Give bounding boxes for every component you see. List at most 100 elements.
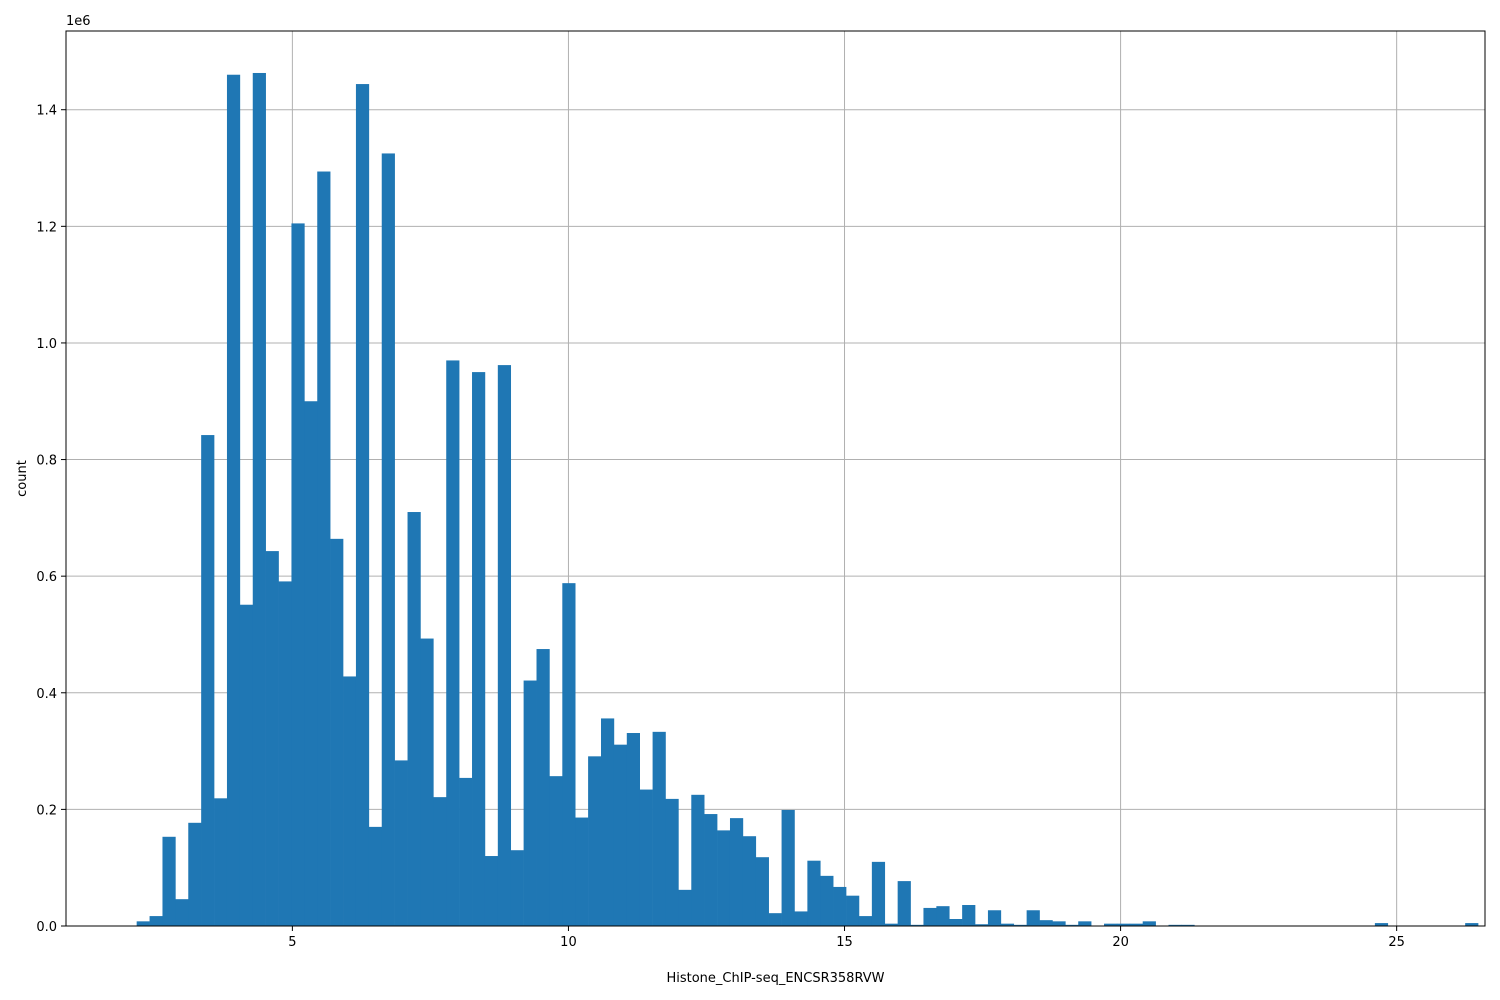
- y-tick-label: 0.2: [36, 803, 57, 818]
- histogram-bar: [484, 856, 499, 926]
- histogram-bar: [1052, 921, 1066, 926]
- histogram-bar: [381, 153, 395, 926]
- x-tick-label: 20: [1112, 935, 1129, 950]
- histogram-bar: [407, 512, 421, 926]
- histogram-bar: [149, 916, 163, 926]
- histogram-bar: [601, 718, 615, 926]
- histogram-bar: [1142, 921, 1156, 926]
- x-tick-label: 10: [560, 935, 577, 950]
- histogram-bar: [820, 875, 834, 926]
- histogram-bar: [626, 733, 640, 926]
- histogram-bar: [510, 850, 524, 926]
- histogram-bar: [162, 836, 176, 926]
- histogram-bar: [949, 919, 963, 926]
- histogram-bar: [871, 861, 886, 926]
- histogram-bar: [884, 923, 898, 926]
- histogram-bar: [781, 809, 795, 926]
- y-tick-label: 0.0: [36, 920, 57, 935]
- histogram-bar: [729, 818, 744, 926]
- x-axis-label: Histone_ChIP-seq_ENCSR358RVW: [666, 971, 884, 986]
- histogram-bar: [987, 910, 1002, 926]
- histogram-bar: [188, 822, 202, 926]
- histogram-bar: [562, 583, 576, 926]
- histogram-bar: [1026, 910, 1040, 926]
- x-tick-label: 25: [1388, 935, 1405, 950]
- histogram-bar: [252, 72, 266, 926]
- histogram-bar: [433, 797, 447, 926]
- histogram-bar: [446, 360, 460, 927]
- histogram-bar: [394, 760, 408, 926]
- y-tick-label: 1.0: [36, 337, 57, 352]
- histogram-bar: [1129, 923, 1144, 926]
- histogram-bar: [910, 924, 924, 926]
- histogram-bar: [897, 881, 911, 926]
- histogram-bar: [343, 676, 357, 926]
- y-tick-label: 1.2: [36, 220, 57, 235]
- histogram-bar: [1013, 924, 1027, 926]
- histogram-bar: [975, 924, 989, 926]
- histogram-bar: [175, 899, 189, 926]
- histogram-bar: [536, 649, 550, 926]
- histogram-bar: [1039, 920, 1053, 926]
- histogram-bar: [497, 365, 512, 926]
- histogram-bar: [704, 814, 718, 926]
- histogram-bar: [691, 794, 705, 926]
- histogram-bar: [833, 886, 847, 926]
- histogram-bar: [420, 638, 434, 926]
- histogram-bar: [278, 581, 292, 926]
- histogram-bar: [368, 826, 383, 926]
- histogram-bar: [214, 798, 228, 926]
- histogram-bar: [807, 860, 821, 926]
- histogram-bar: [201, 435, 215, 926]
- histogram-bar: [613, 744, 628, 926]
- histogram-bar: [459, 777, 473, 926]
- histogram-bar: [794, 911, 808, 926]
- histogram-bar: [1465, 923, 1479, 926]
- plot-frame: [65, 30, 1486, 927]
- histogram-bar: [665, 798, 679, 926]
- histogram-bar: [304, 401, 318, 927]
- axis-ticks: 5 10 15 20 25 0.0 0.2 0.4 0.6 0.8 1.0 1.2 1.4: [36, 104, 1405, 950]
- histogram-bar: [1000, 923, 1015, 926]
- histogram-bar: [472, 372, 486, 927]
- histogram-bars: [136, 72, 1479, 927]
- histogram-bar: [575, 817, 589, 926]
- histogram-bar: [1374, 923, 1389, 926]
- y-tick-label: 1.4: [36, 104, 57, 119]
- histogram-bar: [923, 907, 937, 926]
- histogram-bar: [1065, 924, 1079, 926]
- y-tick-label: 0.8: [36, 454, 57, 469]
- histogram-bar: [858, 916, 873, 926]
- histogram-bar: [1168, 924, 1182, 926]
- histogram-bar: [639, 789, 653, 926]
- histogram-bar: [317, 171, 331, 926]
- histogram-bar: [936, 906, 950, 926]
- histogram-bar: [355, 84, 370, 926]
- histogram-bar: [717, 830, 731, 926]
- histogram-bar: [549, 776, 563, 926]
- histogram-bar: [962, 905, 976, 926]
- y-axis-label: count: [15, 460, 30, 497]
- histogram-bar: [678, 889, 692, 926]
- histogram-bar: [1104, 923, 1118, 926]
- histogram-bar: [136, 921, 150, 926]
- histogram-bar: [742, 836, 757, 926]
- y-tick-label: 0.4: [36, 687, 57, 702]
- histogram-bar: [652, 731, 666, 926]
- histogram-bar: [226, 74, 241, 927]
- histogram-bar: [523, 680, 537, 926]
- histogram-bar: [291, 223, 305, 927]
- histogram-bar: [1116, 923, 1131, 926]
- histogram-bar: [1181, 924, 1195, 926]
- histogram-bar: [265, 551, 279, 926]
- histogram-bar: [755, 857, 769, 926]
- histogram-bar: [239, 604, 254, 926]
- histogram-bar: [330, 538, 344, 926]
- histogram-bar: [588, 756, 602, 926]
- x-tick-label: 5: [288, 935, 296, 950]
- x-tick-label: 15: [836, 935, 853, 950]
- histogram-bar: [1078, 921, 1092, 926]
- histogram-bar: [846, 895, 860, 926]
- y-tick-label: 0.6: [36, 570, 57, 585]
